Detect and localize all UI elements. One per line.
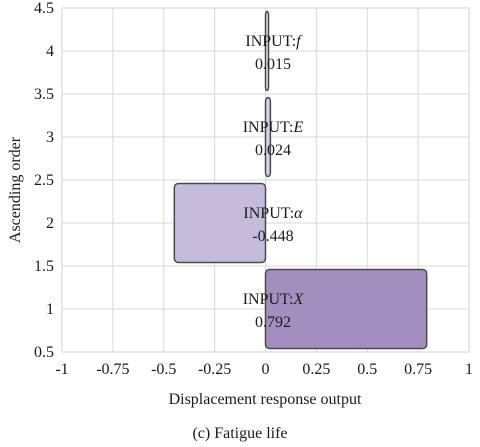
x-tick-label: -1 [55, 361, 68, 378]
bar-label-symbol: α [294, 205, 303, 222]
bar-labels: INPUT:X0.792INPUT:α-0.448INPUT:E0.024INP… [243, 33, 305, 331]
x-axis-title: Displacement response output [169, 391, 362, 408]
bar-4 [264, 10, 270, 92]
plot-area [61, 7, 470, 353]
bar-label-name: INPUT:f [245, 33, 303, 50]
x-tick-labels: -1 -0.75 -0.5 -0.25 0 0.25 0.5 0.75 1 [55, 361, 473, 378]
bar-label-value: -0.448 [252, 228, 293, 245]
y-tick-label: 1.5 [34, 258, 54, 275]
bar-label-prefix: INPUT: [243, 205, 294, 222]
bar-label-value: 0.024 [255, 142, 291, 159]
y-tick-labels: 0.5 1 1.5 2 2.5 3 3.5 4 4.5 [34, 0, 54, 361]
bar-label-symbol: f [296, 33, 303, 50]
bar-2 [173, 182, 267, 264]
x-tick-label: 0.5 [357, 361, 377, 378]
figure-caption: (c) Fatigue life [192, 425, 287, 442]
y-tick-label: 3.5 [34, 86, 54, 103]
bar-label-symbol: E [292, 119, 303, 136]
bar-label-prefix: INPUT: [243, 119, 294, 136]
bar-1 [264, 268, 428, 350]
bar-label-value: 0.015 [255, 56, 291, 73]
y-tick-label: 4 [46, 43, 54, 60]
x-tick-label: -0.5 [151, 361, 176, 378]
bar-label-prefix: INPUT: [243, 291, 294, 308]
x-tick-label: -0.75 [96, 361, 129, 378]
bars [173, 10, 428, 350]
y-axis-title: Ascending order [7, 136, 24, 243]
x-tick-label: 0.75 [404, 361, 432, 378]
y-tick-label: 2 [46, 215, 54, 232]
bar-label-name: INPUT:E [243, 119, 304, 136]
y-tick-label: 1 [46, 301, 54, 318]
bar-label-name: INPUT:α [243, 205, 303, 222]
bar-label-prefix: INPUT: [245, 33, 296, 50]
bar-label-name: INPUT:X [243, 291, 305, 308]
bar-label-value: 0.792 [255, 314, 291, 331]
bar-label-symbol: X [292, 291, 304, 308]
x-tick-label: 0.25 [302, 361, 330, 378]
x-tick-label: 0 [262, 361, 270, 378]
x-tick-label: -0.25 [198, 361, 231, 378]
bar-3 [264, 96, 272, 178]
x-tick-label: 1 [465, 361, 473, 378]
y-tick-label: 2.5 [34, 172, 54, 189]
y-tick-label: 3 [46, 129, 54, 146]
y-tick-label: 4.5 [34, 0, 54, 17]
y-tick-label: 0.5 [34, 344, 54, 361]
